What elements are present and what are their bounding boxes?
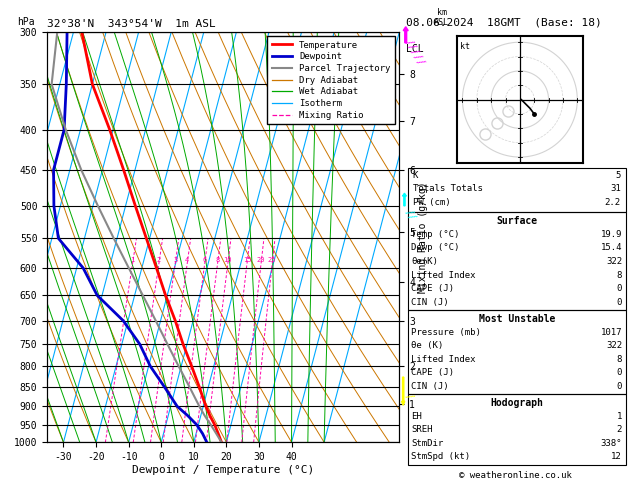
- Text: 322: 322: [606, 341, 622, 350]
- Text: CIN (J): CIN (J): [411, 382, 449, 391]
- Text: Lifted Index: Lifted Index: [411, 271, 476, 280]
- Text: 0: 0: [616, 284, 622, 294]
- Text: kt: kt: [460, 42, 470, 51]
- Text: 15.4: 15.4: [601, 243, 622, 253]
- Text: 10: 10: [223, 258, 232, 263]
- Text: Temp (°C): Temp (°C): [411, 230, 460, 239]
- Text: PW (cm): PW (cm): [413, 198, 450, 207]
- Text: SREH: SREH: [411, 425, 433, 434]
- Text: 8: 8: [616, 271, 622, 280]
- Text: 20: 20: [257, 258, 265, 263]
- Text: Lifted Index: Lifted Index: [411, 355, 476, 364]
- Text: hPa: hPa: [17, 17, 35, 28]
- Text: 1: 1: [130, 258, 135, 263]
- Text: K: K: [413, 171, 418, 180]
- Text: Totals Totals: Totals Totals: [413, 184, 482, 193]
- Text: Pressure (mb): Pressure (mb): [411, 328, 481, 337]
- Text: 12: 12: [611, 452, 622, 462]
- Text: 338°: 338°: [601, 439, 622, 448]
- Text: Surface: Surface: [496, 216, 537, 226]
- Text: 8: 8: [616, 355, 622, 364]
- Text: 6: 6: [203, 258, 207, 263]
- Legend: Temperature, Dewpoint, Parcel Trajectory, Dry Adiabat, Wet Adiabat, Isotherm, Mi: Temperature, Dewpoint, Parcel Trajectory…: [267, 36, 395, 124]
- Text: 15: 15: [243, 258, 251, 263]
- Text: CAPE (J): CAPE (J): [411, 284, 454, 294]
- Text: 1: 1: [616, 412, 622, 421]
- Text: 4: 4: [185, 258, 189, 263]
- Text: CIN (J): CIN (J): [411, 298, 449, 307]
- Text: θe(K): θe(K): [411, 257, 438, 266]
- Text: //: //: [403, 208, 417, 223]
- Text: /////: /////: [403, 37, 426, 68]
- Text: 0: 0: [616, 368, 622, 378]
- Text: 0: 0: [616, 298, 622, 307]
- Text: CAPE (J): CAPE (J): [411, 368, 454, 378]
- Text: /: /: [403, 392, 414, 401]
- Y-axis label: Mixing Ratio (g/kg): Mixing Ratio (g/kg): [418, 181, 428, 293]
- Text: LCL: LCL: [406, 44, 424, 54]
- Text: StmSpd (kt): StmSpd (kt): [411, 452, 470, 462]
- Text: 32°38'N  343°54'W  1m ASL: 32°38'N 343°54'W 1m ASL: [47, 19, 216, 30]
- Text: StmDir: StmDir: [411, 439, 443, 448]
- Text: 2: 2: [157, 258, 161, 263]
- Text: 0: 0: [616, 382, 622, 391]
- Text: Most Unstable: Most Unstable: [479, 314, 555, 324]
- Text: 322: 322: [606, 257, 622, 266]
- Text: 5: 5: [615, 171, 621, 180]
- Text: 1017: 1017: [601, 328, 622, 337]
- Text: km
ASL: km ASL: [434, 8, 449, 28]
- Text: Hodograph: Hodograph: [490, 398, 543, 408]
- Text: EH: EH: [411, 412, 422, 421]
- Text: © weatheronline.co.uk: © weatheronline.co.uk: [459, 471, 572, 480]
- Text: Dewp (°C): Dewp (°C): [411, 243, 460, 253]
- Text: 31: 31: [610, 184, 621, 193]
- Text: 8: 8: [216, 258, 220, 263]
- Text: 08.06.2024  18GMT  (Base: 18): 08.06.2024 18GMT (Base: 18): [406, 17, 601, 27]
- X-axis label: Dewpoint / Temperature (°C): Dewpoint / Temperature (°C): [132, 465, 314, 475]
- Text: 25: 25: [268, 258, 277, 263]
- Text: 2: 2: [616, 425, 622, 434]
- Text: 2.2: 2.2: [604, 198, 621, 207]
- Text: 19.9: 19.9: [601, 230, 622, 239]
- Text: θe (K): θe (K): [411, 341, 443, 350]
- Text: 3: 3: [173, 258, 177, 263]
